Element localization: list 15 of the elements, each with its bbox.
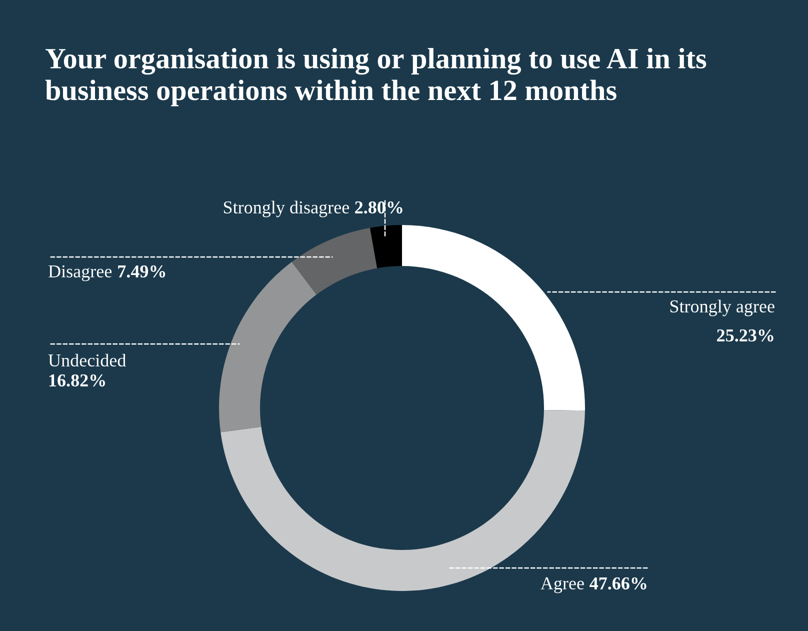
slice-label: Undecided bbox=[48, 354, 126, 367]
slice-label: Agree bbox=[540, 577, 584, 594]
slice-label: Strongly agree bbox=[670, 300, 774, 316]
data-label: 16.82% bbox=[49, 374, 105, 387]
slice-label: Strongly disagree bbox=[224, 200, 349, 218]
donut-slice bbox=[370, 225, 402, 268]
donut-slice bbox=[402, 225, 585, 411]
donut-slice bbox=[219, 262, 316, 432]
data-label: 7.49% bbox=[118, 265, 166, 278]
chart-title: Your organisation is using or planning to use AI in its business operations within the next 12 months bbox=[45, 48, 706, 106]
donut-slice bbox=[292, 228, 378, 295]
data-label: 25.23% bbox=[717, 329, 774, 342]
data-label: 47.66% bbox=[590, 577, 646, 590]
data-label: 2.80% bbox=[355, 201, 402, 214]
slice-label: Disagree bbox=[48, 265, 112, 282]
